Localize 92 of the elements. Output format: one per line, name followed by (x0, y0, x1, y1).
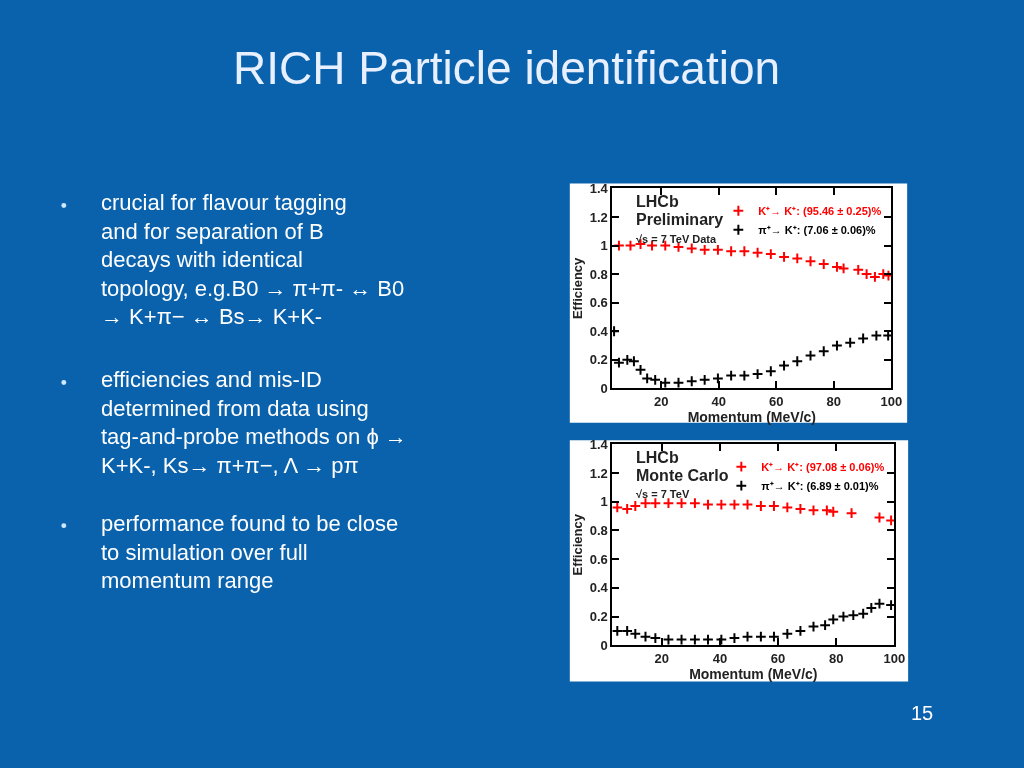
point (741, 498, 754, 511)
y-tick-label: 0.8 (589, 266, 608, 282)
point (629, 500, 642, 512)
point (857, 332, 870, 345)
x-tick-label: 80 (828, 650, 844, 666)
y-tick-label: 0 (600, 637, 608, 653)
y-axis-title: Efficiency (570, 256, 586, 320)
point (738, 369, 751, 382)
point (794, 503, 807, 515)
text: 15 (911, 702, 934, 724)
legend-label: K⁺→ K⁺: (97.08 ± 0.06)% (761, 460, 885, 473)
x-tick-label: 40 (712, 650, 728, 666)
y-tick-label: 0.6 (589, 295, 608, 311)
text: performance found to be close to simulation over full momentum range (101, 511, 399, 594)
point (817, 345, 830, 358)
point (675, 633, 688, 646)
point (807, 620, 820, 633)
point (794, 625, 807, 637)
legend-label: π⁺→ K⁺: (7.06 ± 0.06)% (758, 224, 876, 237)
legend-label: π⁺→ K⁺: (6.89 ± 0.01)% (761, 479, 879, 492)
annotation: Monte Carlo (636, 467, 729, 484)
x-axis-title: Momentum (MeV/c) (689, 665, 818, 682)
point (741, 630, 754, 643)
point (778, 359, 790, 372)
point (662, 633, 675, 646)
y-tick-label: 0.4 (589, 323, 609, 339)
point (865, 602, 878, 614)
point (685, 242, 698, 255)
legend-label: K⁺→ K⁺: (95.46 ± 0.25)% (758, 205, 882, 218)
point (870, 329, 883, 342)
text: efficiencies and mis-ID determined from data using tag-and-probe methods on ϕ → K+K-, Ks→ π+π−, Λ → pπ (101, 367, 407, 478)
x-tick-label: 20 (654, 650, 669, 666)
point (831, 339, 843, 352)
y-tick-label: 0.4 (589, 580, 609, 596)
annotation: √s = 7 TeV (636, 488, 690, 500)
point (621, 503, 634, 515)
point (702, 633, 714, 646)
point (807, 504, 820, 517)
y-tick-label: 1.4 (589, 180, 609, 196)
x-tick-label: 40 (711, 394, 726, 409)
point (702, 498, 714, 511)
y-tick-label: 1 (600, 238, 608, 254)
point (639, 630, 652, 643)
y-tick-label: 1.4 (589, 436, 609, 452)
point (791, 252, 804, 265)
point (768, 630, 780, 643)
point (685, 375, 698, 388)
point (689, 633, 701, 646)
x-tick-label: 100 (880, 394, 903, 409)
point (612, 625, 624, 637)
y-tick-label: 0 (600, 380, 608, 396)
y-axis-title: Efficiency (570, 513, 586, 576)
point (873, 511, 886, 524)
annotation: LHCb (636, 449, 679, 466)
y-tick-label: 0.2 (589, 352, 608, 368)
x-tick-label: 60 (770, 650, 786, 666)
point (857, 607, 870, 620)
point (837, 610, 850, 623)
x-tick-label: 20 (654, 394, 669, 409)
point (751, 246, 764, 259)
x-tick-label: 100 (883, 650, 906, 666)
y-tick-label: 0.8 (589, 522, 608, 538)
y-tick-label: 0.6 (589, 551, 608, 567)
point (781, 501, 794, 514)
point (672, 376, 685, 389)
point (715, 498, 728, 511)
y-tick-label: 1.2 (589, 209, 608, 225)
point (873, 597, 886, 610)
point (804, 349, 817, 362)
x-axis-title: Momentum (MeV/c) (687, 409, 817, 425)
point (827, 613, 840, 626)
x-tick-label: 60 (769, 394, 784, 409)
point (778, 251, 790, 263)
text: crucial for flavour tagging and for separation of B decays with identical topology, e.g.B0 → π+π- ↔ B0 → K+π− ↔ Bs→ K+K- (101, 190, 405, 330)
point (641, 372, 654, 385)
y-tick-label: 0.2 (589, 609, 608, 625)
point (624, 239, 637, 252)
point (738, 245, 751, 258)
y-tick-label: 1 (600, 494, 608, 510)
point (791, 355, 804, 368)
point (712, 372, 724, 385)
point (804, 255, 817, 268)
point (844, 336, 857, 349)
text: RICH Particle identification (233, 42, 781, 94)
annotation: Preliminary (636, 211, 724, 228)
point (764, 365, 777, 378)
x-tick-label: 80 (826, 394, 842, 409)
point (728, 498, 741, 511)
y-tick-label: 1.2 (589, 465, 608, 481)
annotation: √s = 7 TeV Data (636, 233, 717, 245)
point (768, 500, 780, 512)
annotation: LHCb (636, 193, 679, 210)
